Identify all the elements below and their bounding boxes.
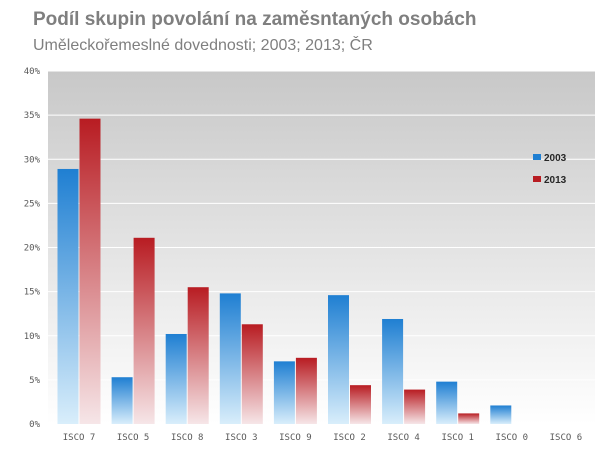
y-tick-label: 20% bbox=[24, 244, 41, 254]
bar-2003 bbox=[165, 333, 187, 424]
bar-2013 bbox=[350, 385, 371, 424]
bar-2003 bbox=[111, 377, 133, 424]
x-tick-label: ISCO 7 bbox=[63, 433, 96, 443]
bar-2003 bbox=[273, 361, 295, 424]
y-tick-label: 10% bbox=[24, 332, 41, 342]
bar-2013 bbox=[295, 357, 317, 424]
x-tick-label: ISCO 6 bbox=[550, 433, 583, 443]
x-axis: ISCO 7 ISCO 5 ISCO 8 ISCO 3 ISCO 9 ISCO 2 ISCO… bbox=[63, 433, 582, 443]
x-tick-label: ISCO 8 bbox=[171, 433, 204, 443]
x-tick-label: ISCO 1 bbox=[441, 433, 474, 443]
y-tick-label: 25% bbox=[24, 199, 41, 209]
y-tick-label: 5% bbox=[29, 376, 40, 386]
bars bbox=[57, 118, 512, 424]
bar-2003 bbox=[328, 295, 349, 424]
bar-2013 bbox=[241, 324, 263, 424]
legend: 2003 2013 bbox=[533, 153, 567, 186]
legend-label: 2013 bbox=[544, 175, 567, 186]
bar-2003 bbox=[490, 405, 512, 424]
x-tick-label: ISCO 2 bbox=[333, 433, 366, 443]
y-tick-label: 0% bbox=[29, 420, 40, 430]
bar-2013 bbox=[404, 389, 426, 424]
y-axis: 0% 5% 10% 15% 20% 25% 30% 35% 40% bbox=[24, 67, 41, 430]
bar-2013 bbox=[79, 118, 101, 424]
y-tick-label: 40% bbox=[24, 67, 41, 77]
x-tick-label: ISCO 4 bbox=[387, 433, 420, 443]
bar-2013 bbox=[187, 287, 209, 424]
y-tick-label: 15% bbox=[24, 288, 41, 298]
bar-2013 bbox=[458, 413, 480, 424]
bar-2013 bbox=[133, 237, 155, 424]
bar-2003 bbox=[57, 168, 79, 424]
x-tick-label: ISCO 3 bbox=[225, 433, 258, 443]
x-tick-label: ISCO 9 bbox=[279, 433, 312, 443]
bar-2003 bbox=[219, 293, 241, 424]
x-tick-label: ISCO 0 bbox=[496, 433, 529, 443]
y-tick-label: 30% bbox=[24, 155, 41, 165]
chart-title: Podíl skupin povolání na zaměsntaných os… bbox=[33, 9, 477, 30]
bar-2003 bbox=[382, 318, 404, 424]
x-tick-label: ISCO 5 bbox=[117, 433, 150, 443]
bar-2003 bbox=[436, 381, 458, 424]
y-tick-label: 35% bbox=[24, 111, 41, 121]
legend-swatch bbox=[533, 176, 541, 182]
chart-subtitle: Uměleckořemeslné dovednosti; 2003; 2013;… bbox=[33, 37, 373, 54]
legend-swatch bbox=[533, 154, 541, 160]
legend-label: 2003 bbox=[544, 153, 567, 164]
